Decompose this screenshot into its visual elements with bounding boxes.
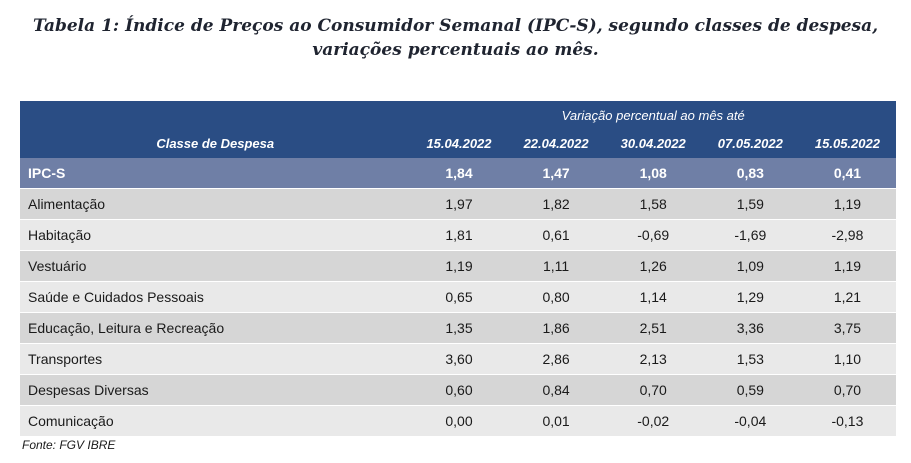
table-cell: 1,53 (701, 343, 799, 375)
table-row-ipc-s: IPC-S 1,84 1,47 1,08 0,83 0,41 (20, 158, 896, 189)
row-label: Habitação (20, 219, 411, 251)
table-cell: -0,69 (604, 219, 702, 251)
column-header-date: 07.05.2022 (701, 129, 799, 158)
table-cell: 0,59 (701, 374, 799, 406)
table-title: Tabela 1: Índice de Preços ao Consumidor… (0, 14, 911, 62)
table-cell: 0,65 (410, 281, 508, 313)
table-cell: 0,61 (507, 219, 605, 251)
table-cell: 2,13 (604, 343, 702, 375)
table-cell: 1,08 (604, 158, 702, 189)
table-cell: 1,26 (604, 250, 702, 282)
row-label: Comunicação (20, 405, 411, 437)
table-cell: 1,47 (507, 158, 605, 189)
group-header: Variação percentual ao mês até (410, 101, 896, 129)
table-cell: 1,14 (604, 281, 702, 313)
table-cell: 0,80 (507, 281, 605, 313)
table-cell: 0,70 (798, 374, 896, 406)
table-cell: -1,69 (701, 219, 799, 251)
table-cell: 1,84 (410, 158, 508, 189)
column-header-date: 22.04.2022 (507, 129, 605, 158)
table-cell: 3,36 (701, 312, 799, 344)
table-cell: 1,29 (701, 281, 799, 313)
column-header-date: 30.04.2022 (604, 129, 702, 158)
table-cell: 1,19 (410, 250, 508, 282)
source-note: Fonte: FGV IBRE (22, 438, 116, 452)
table-cell: 1,97 (410, 188, 508, 220)
table-row: Alimentação 1,97 1,82 1,58 1,59 1,19 (20, 188, 896, 220)
row-label: Alimentação (20, 188, 411, 220)
row-label: Transportes (20, 343, 411, 375)
table-cell: 1,19 (798, 188, 896, 220)
table-cell: 0,60 (410, 374, 508, 406)
row-label: Educação, Leitura e Recreação (20, 312, 411, 344)
table-row: Transportes 3,60 2,86 2,13 1,53 1,10 (20, 343, 896, 375)
table-cell: 3,60 (410, 343, 508, 375)
table-cell: 0,01 (507, 405, 605, 437)
table-cell: 1,09 (701, 250, 799, 282)
column-header-date: 15.05.2022 (798, 129, 896, 158)
table-cell: -0,13 (798, 405, 896, 437)
column-header-classe: Classe de Despesa (20, 129, 411, 158)
table-title-line-1: Tabela 1: Índice de Preços ao Consumidor… (32, 16, 879, 36)
table-cell: 2,86 (507, 343, 605, 375)
table-cell: 1,10 (798, 343, 896, 375)
table-row: Despesas Diversas 0,60 0,84 0,70 0,59 0,… (20, 374, 896, 406)
table-title-line-2: variações percentuais ao mês. (312, 40, 599, 60)
row-label: Vestuário (20, 250, 411, 282)
table-row: Educação, Leitura e Recreação 1,35 1,86 … (20, 312, 896, 344)
table-cell: 0,41 (798, 158, 896, 189)
table-cell: 1,21 (798, 281, 896, 313)
row-label: IPC-S (20, 158, 411, 189)
table-cell: -2,98 (798, 219, 896, 251)
table-cell: 1,35 (410, 312, 508, 344)
table-cell: 1,86 (507, 312, 605, 344)
table-cell: 3,75 (798, 312, 896, 344)
table-cell: 0,84 (507, 374, 605, 406)
ipc-s-table: Variação percentual ao mês até Classe de… (20, 101, 896, 437)
table-cell: 1,82 (507, 188, 605, 220)
table-header-group-row: Variação percentual ao mês até (20, 101, 896, 129)
row-label: Saúde e Cuidados Pessoais (20, 281, 411, 313)
table-cell: 0,70 (604, 374, 702, 406)
table-row: Saúde e Cuidados Pessoais 0,65 0,80 1,14… (20, 281, 896, 313)
table-cell: 0,83 (701, 158, 799, 189)
table-row: Vestuário 1,19 1,11 1,26 1,09 1,19 (20, 250, 896, 282)
table-row: Comunicação 0,00 0,01 -0,02 -0,04 -0,13 (20, 405, 896, 437)
table-cell: 1,58 (604, 188, 702, 220)
table-cell: 1,59 (701, 188, 799, 220)
table-cell: 1,19 (798, 250, 896, 282)
table-header-row: Classe de Despesa 15.04.2022 22.04.2022 … (20, 129, 896, 158)
table-cell: 2,51 (604, 312, 702, 344)
table-cell: 0,00 (410, 405, 508, 437)
table-row: Habitação 1,81 0,61 -0,69 -1,69 -2,98 (20, 219, 896, 251)
column-header-date: 15.04.2022 (410, 129, 508, 158)
table-cell: 1,11 (507, 250, 605, 282)
table-cell: -0,04 (701, 405, 799, 437)
header-blank-cell (20, 101, 411, 129)
table-cell: 1,81 (410, 219, 508, 251)
table-cell: -0,02 (604, 405, 702, 437)
row-label: Despesas Diversas (20, 374, 411, 406)
